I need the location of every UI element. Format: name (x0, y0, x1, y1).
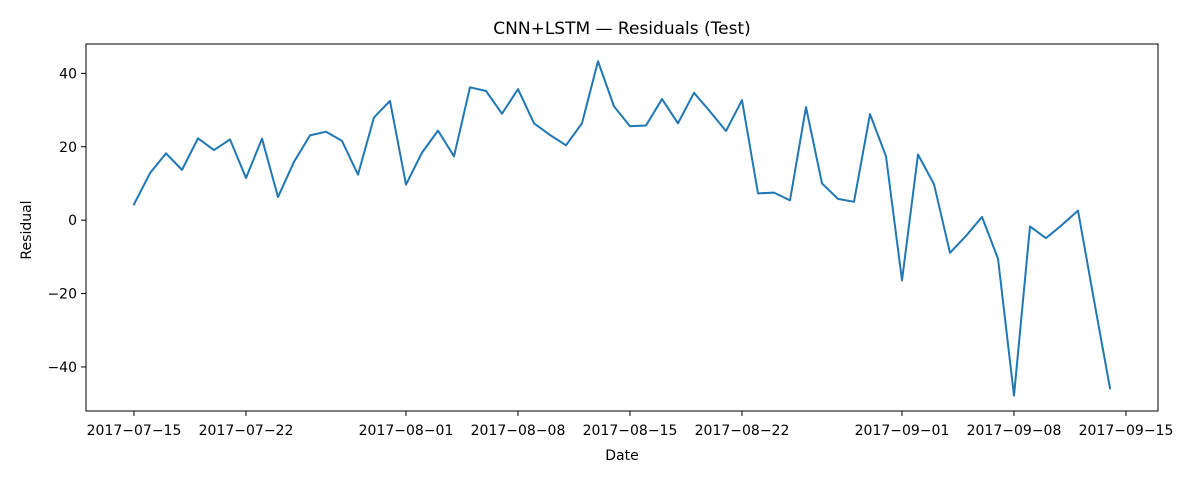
x-axis-title: Date (605, 448, 638, 464)
y-tick-label-2: 0 (68, 213, 77, 229)
y-axis-title: Residual (19, 200, 35, 259)
series-line-0 (132, 60, 1112, 397)
y-tick-label-3: 20 (59, 140, 77, 156)
x-tick-label-0: 2017−07−15 (87, 423, 182, 439)
chart-title: CNN+LSTM — Residuals (Test) (493, 19, 750, 39)
y-tick-label-0: −40 (47, 360, 77, 376)
x-tick-label-4: 2017−08−15 (583, 423, 678, 439)
x-tick-label-8: 2017−09−15 (1079, 423, 1174, 439)
x-tick-label-6: 2017−09−01 (855, 423, 950, 439)
plot-frame (85, 43, 1159, 412)
y-tick-label-1: −20 (47, 287, 77, 303)
plot-area: 2017−07−15 2017−07−22 2017−08−01 2017−08−08… (47, 43, 1174, 439)
x-tick-label-2: 2017−08−01 (359, 423, 454, 439)
x-tick-label-1: 2017−07−22 (199, 423, 294, 439)
x-tick-label-3: 2017−08−08 (471, 423, 566, 439)
y-tick-label-4: 40 (59, 66, 77, 82)
x-tick-label-5: 2017−08−22 (695, 423, 790, 439)
x-tick-label-7: 2017−09−08 (967, 423, 1062, 439)
